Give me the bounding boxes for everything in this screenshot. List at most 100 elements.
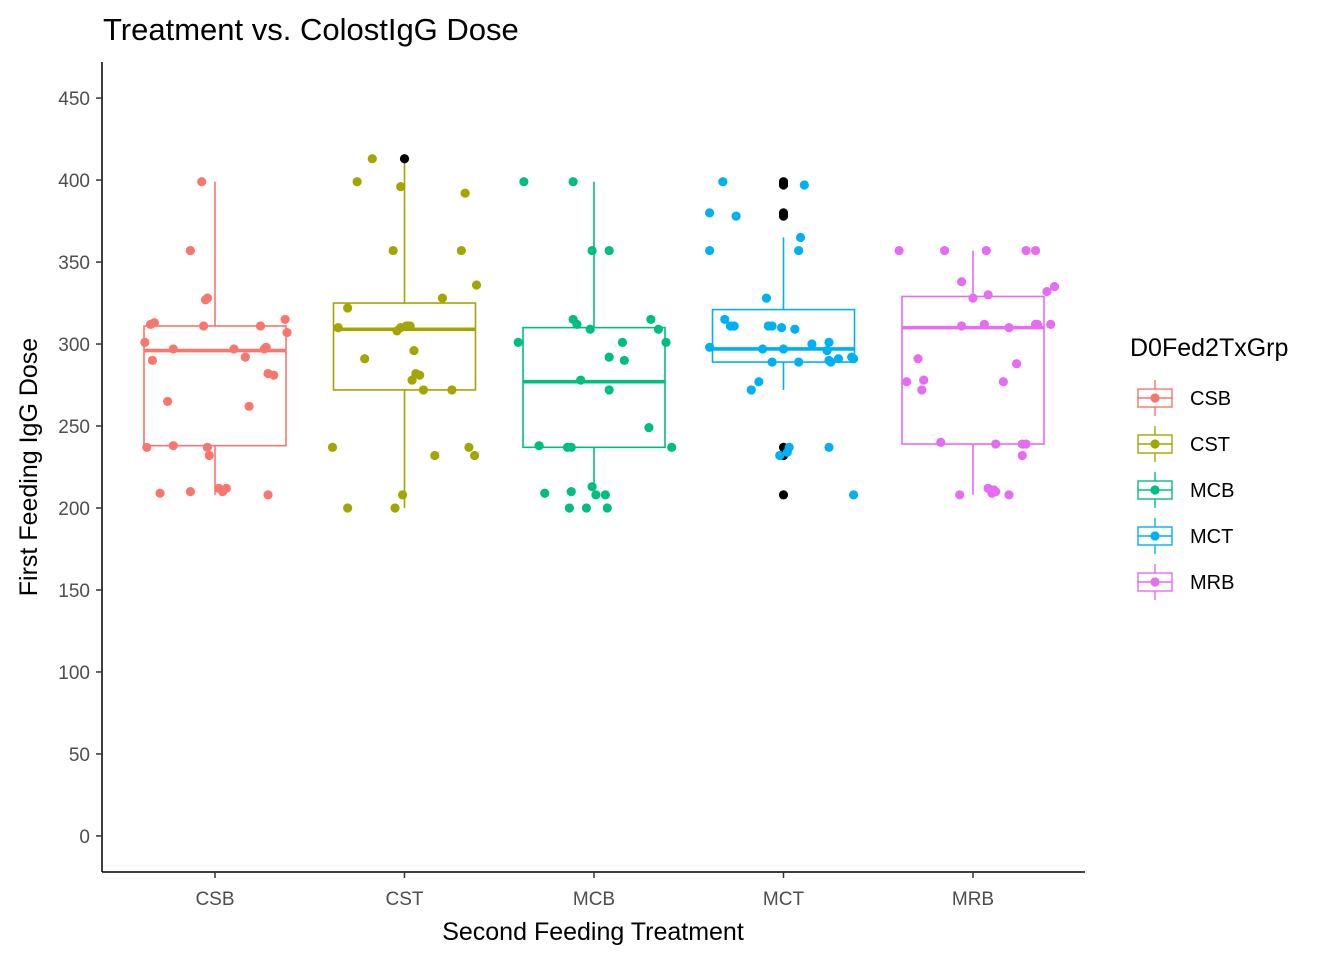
data-point [758,344,768,354]
data-point [263,490,273,500]
data-point [849,490,859,500]
data-point [566,486,576,497]
data-point [767,321,777,331]
data-point [513,337,523,347]
data-point [464,442,474,452]
x-tick-label: CST [386,889,424,910]
data-point [460,188,470,198]
legend-item-cst: CST [1137,426,1230,462]
legend-label: MCT [1190,526,1233,548]
data-point [540,488,550,498]
legend-label: CSB [1190,388,1231,410]
outlier-point [778,490,789,500]
data-point [398,490,408,500]
data-point [437,293,447,303]
data-point [849,354,859,364]
box-group-cst [327,154,482,513]
box [711,308,856,363]
box [332,302,477,391]
data-point [991,486,1001,497]
data-point [163,396,173,407]
data-point [667,442,677,452]
legend-item-mct: MCT [1137,518,1233,554]
data-point [564,503,574,513]
legend: D0Fed2TxGrp CSB CST MCB MCT MRB [1130,334,1288,600]
data-point [447,385,457,395]
data-point [197,177,207,187]
data-point [280,314,290,325]
y-axis-title: First Feeding IgG Dose [15,338,43,596]
data-point [343,303,353,313]
data-point [767,357,777,367]
data-point [1021,439,1031,449]
data-point [140,337,150,347]
data-point [991,439,1001,449]
data-point [572,319,582,329]
data-point [998,377,1008,387]
y-tick-label: 350 [58,253,90,274]
data-point [777,323,787,333]
data-point [653,324,664,334]
data-point [568,177,578,187]
data-point [983,290,993,300]
data-point [585,324,595,334]
outlier-point [778,180,789,190]
data-point [1046,319,1056,329]
y-tick-label: 100 [58,663,90,684]
data-point [704,245,715,256]
y-tick-label: 150 [58,581,90,602]
data-point [718,177,728,187]
data-point [919,375,929,385]
x-tick-label: MCT [763,889,805,910]
data-point [826,357,836,367]
box-group-mcb [513,177,677,513]
data-point [795,232,806,243]
data-point [396,182,406,192]
data-point [185,245,195,256]
legend-key-point [1150,531,1160,541]
x-tick-label: MCB [573,889,615,910]
data-point [327,442,338,452]
data-point [1030,245,1041,256]
legend-item-csb: CSB [1137,380,1231,416]
data-point [619,355,629,366]
data-point [604,245,614,256]
y-axis: 0 50 100 150 200 250 300 350 400 450 [58,62,103,872]
data-point [185,486,195,497]
chart-title: Treatment vs. ColostIgG Dose [103,12,519,47]
data-point [604,352,614,362]
legend-key-point [1150,393,1160,403]
data-point [784,442,794,452]
data-point [746,385,756,395]
y-tick-label: 450 [58,89,90,110]
data-point [591,490,601,500]
data-point [704,342,715,352]
data-point [409,345,419,356]
legend-item-mcb: MCB [1137,472,1234,508]
data-point [824,442,834,452]
data-point [360,354,370,364]
legend-label: CST [1190,434,1230,456]
data-point [343,503,353,513]
data-point [913,354,923,364]
data-point [902,377,912,387]
data-point [221,483,231,493]
data-point [240,352,250,362]
data-point [199,321,209,331]
box-group-mrb [894,245,1060,500]
data-point [968,293,978,303]
data-point [534,441,544,451]
data-point [333,323,343,333]
data-point [587,245,597,256]
data-point [581,503,592,513]
data-point [168,441,178,451]
data-point [822,345,832,356]
data-point [794,245,804,256]
data-point [824,337,834,347]
data-point [142,442,152,452]
data-point [261,342,271,352]
data-point [955,490,965,500]
outlier-point [778,211,789,221]
box [522,326,666,449]
data-point [731,211,741,221]
